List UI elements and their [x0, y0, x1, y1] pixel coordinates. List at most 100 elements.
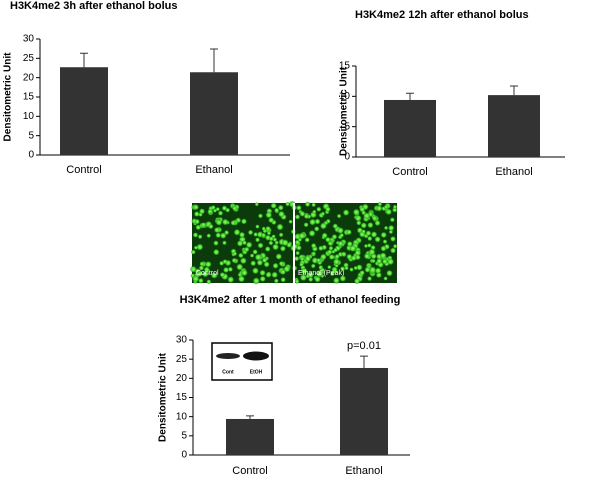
cell: [352, 208, 361, 216]
cell: [340, 251, 347, 257]
y-tick-label: 20: [23, 72, 35, 83]
cell: [194, 218, 201, 225]
image-label: Control: [196, 270, 219, 277]
cell: [268, 216, 275, 224]
cell: [193, 210, 200, 218]
cell: [299, 256, 305, 262]
cell: [374, 235, 381, 243]
error-bar: [80, 52, 88, 68]
y-tick-label: 15: [176, 392, 188, 403]
cell: [385, 208, 393, 216]
cell: [389, 247, 397, 254]
cell: [190, 249, 196, 255]
x-tick-label: Control: [66, 164, 101, 176]
cell: [359, 206, 366, 213]
cell: [383, 225, 389, 231]
image-label: Ethanol (Peak): [298, 270, 344, 277]
cell: [265, 211, 273, 219]
cell: [332, 276, 340, 285]
cell: [271, 243, 280, 251]
cell: [294, 278, 300, 284]
cell: [207, 223, 214, 230]
cell: [310, 263, 316, 269]
inset-label: EtOH: [250, 369, 263, 375]
cell: [219, 232, 227, 240]
cell: [213, 226, 221, 234]
cell: [344, 265, 349, 271]
cell: [261, 257, 268, 264]
cell: [237, 275, 246, 283]
bar: [60, 67, 108, 155]
error-bar: [510, 85, 518, 96]
cell: [281, 239, 289, 247]
error-bar: [210, 48, 218, 73]
cell: [231, 205, 238, 212]
cell: [327, 240, 334, 247]
inset-label: Cont: [222, 369, 234, 375]
x-tick-label: Control: [392, 166, 427, 178]
y-tick-label: 5: [181, 430, 187, 441]
cell: [247, 229, 254, 236]
cell: [250, 260, 257, 267]
cell: [259, 275, 266, 283]
cell: [320, 267, 326, 273]
annotation: p=0.01: [347, 340, 381, 352]
cell: [339, 232, 345, 238]
cell: [198, 265, 205, 271]
cell: [277, 204, 284, 211]
cell: [316, 257, 321, 263]
cell: [221, 240, 227, 246]
cell: [293, 255, 300, 262]
cell: [375, 204, 383, 212]
y-tick-label: 10: [339, 91, 351, 102]
cell: [366, 275, 373, 282]
cell: [316, 206, 322, 213]
cell: [380, 245, 387, 252]
cell: [222, 266, 230, 274]
y-tick-label: 30: [23, 34, 35, 45]
cell: [308, 276, 314, 283]
cell: [210, 204, 216, 210]
cell: [261, 226, 266, 231]
cell: [365, 230, 372, 237]
y-tick-label: 10: [176, 411, 188, 422]
cell: [222, 258, 228, 265]
cell: [231, 257, 237, 264]
cell: [310, 242, 317, 249]
cell: [241, 240, 248, 246]
bar: [384, 99, 436, 157]
cell: [331, 233, 338, 240]
y-tick-label: 0: [181, 450, 187, 461]
cell: [314, 218, 321, 225]
cell: [313, 225, 320, 232]
cell: [198, 208, 206, 215]
y-tick-label: 10: [23, 111, 35, 122]
cell: [342, 209, 350, 217]
cell: [297, 237, 303, 242]
cell: [336, 213, 342, 219]
cell: [221, 218, 229, 226]
blot-band: [243, 351, 269, 361]
cell: [215, 232, 222, 239]
cell: [353, 265, 358, 271]
cell: [212, 248, 220, 256]
cell: [207, 208, 213, 215]
cell: [236, 240, 244, 247]
error-bar: [406, 92, 414, 100]
bar: [488, 95, 540, 157]
cell: [366, 242, 372, 248]
cell: [213, 240, 219, 247]
cell: [230, 219, 237, 226]
inset-blot-frame: [211, 342, 273, 381]
cell: [257, 242, 264, 249]
cell: [273, 278, 279, 284]
cell: [272, 262, 279, 270]
chart-title: H3K4me2 3h after ethanol bolus: [10, 0, 178, 12]
cell: [196, 270, 204, 277]
cell: [259, 269, 266, 277]
y-tick-label: 0: [344, 152, 350, 163]
cell: [318, 245, 324, 252]
cell: [381, 258, 388, 265]
cell: [271, 271, 279, 279]
